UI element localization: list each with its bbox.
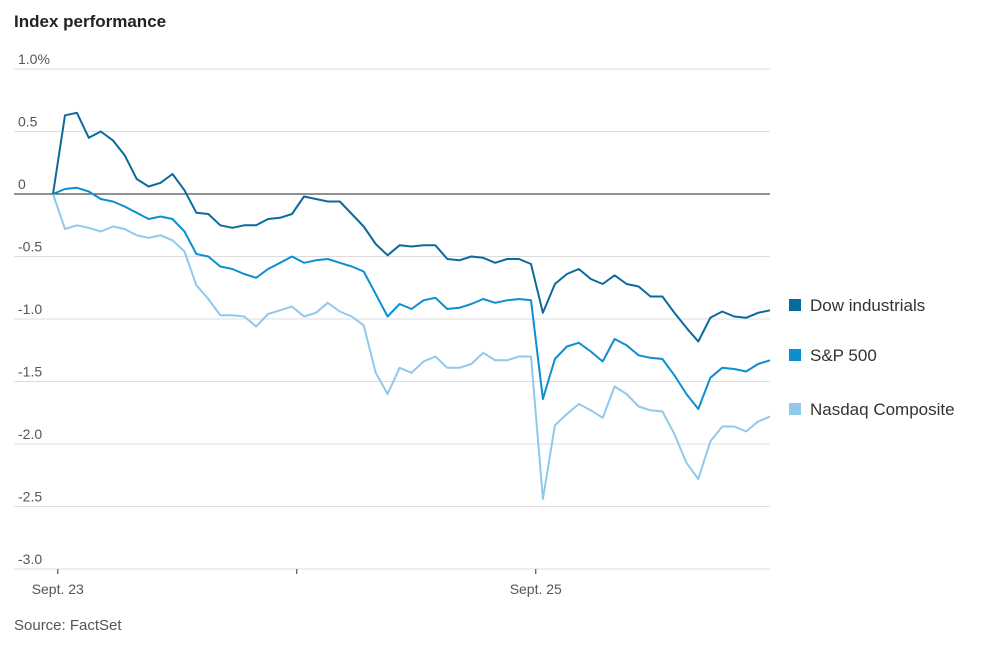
y-tick-label: -1.5 xyxy=(18,364,42,380)
legend-label: S&P 500 xyxy=(810,346,877,365)
legend-swatch xyxy=(789,299,801,311)
series-line xyxy=(52,111,771,343)
source-note: Source: FactSet xyxy=(14,617,122,634)
y-tick-label: 1.0% xyxy=(18,51,50,67)
y-tick-label: 0 xyxy=(18,176,26,192)
legend-swatch xyxy=(789,349,801,361)
series-line xyxy=(52,186,771,410)
chart-title: Index performance xyxy=(14,12,166,31)
series-line xyxy=(52,193,771,500)
legend-swatch xyxy=(789,403,801,415)
y-tick-label: -2.0 xyxy=(18,426,42,442)
y-tick-label: -0.5 xyxy=(18,239,42,255)
y-tick-label: 0.5 xyxy=(18,114,38,130)
y-tick-label: -2.5 xyxy=(18,489,42,505)
y-tick-label: -1.0 xyxy=(18,301,42,317)
y-tick-label: -3.0 xyxy=(18,551,42,567)
x-tick-label: Sept. 23 xyxy=(32,581,84,597)
x-tick-label: Sept. 25 xyxy=(510,581,562,597)
legend-label: Dow industrials xyxy=(810,296,925,315)
legend-label: Nasdaq Composite xyxy=(810,400,955,419)
